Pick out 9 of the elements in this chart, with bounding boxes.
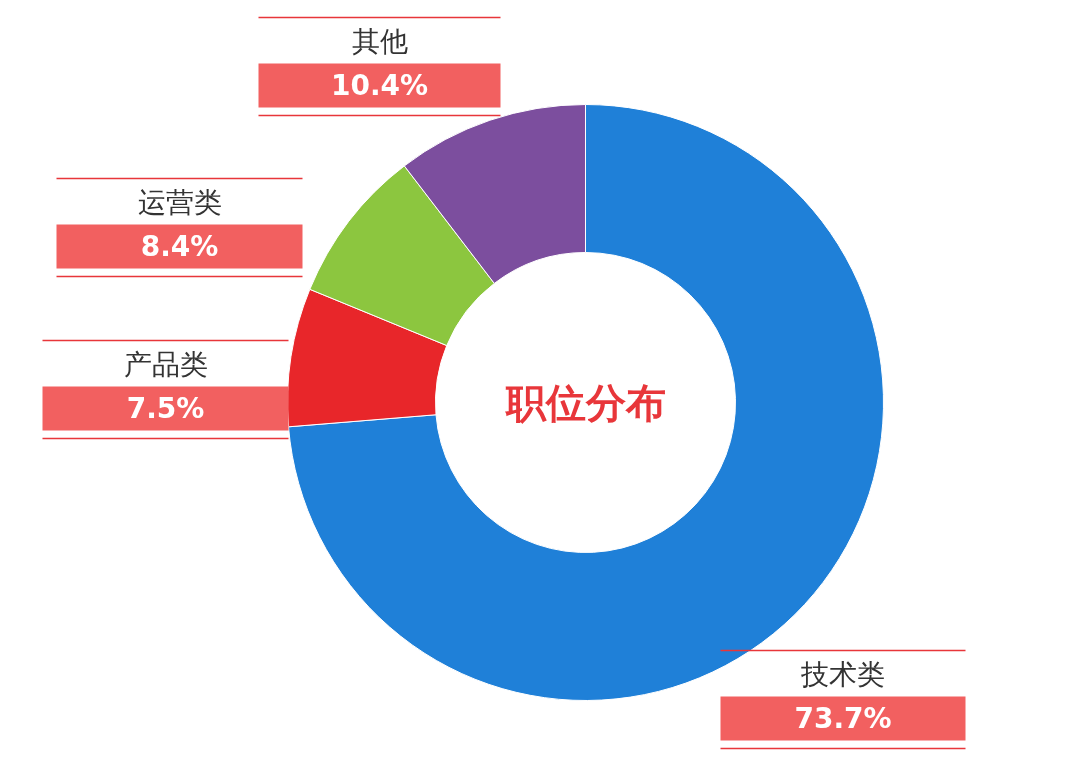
slice-label: 技术类 (800, 658, 885, 691)
slice-label: 其他 (351, 25, 408, 58)
slice-label: 运营类 (137, 186, 222, 219)
text: 职位分布 (503, 379, 666, 426)
slice-label: 产品类 (123, 348, 208, 381)
data-label: 7.5% (126, 392, 205, 425)
data-label: 10.4% (330, 69, 429, 102)
data-label: 8.4% (140, 230, 219, 263)
data-label: 73.7% (794, 702, 892, 735)
